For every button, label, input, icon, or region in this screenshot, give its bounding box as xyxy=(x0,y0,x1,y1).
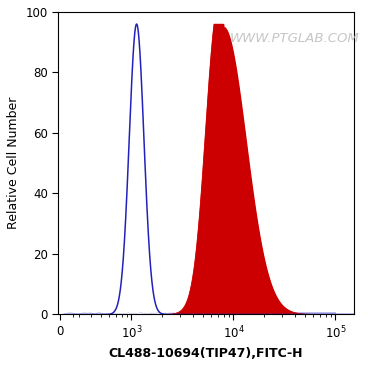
Text: WWW.PTGLAB.COM: WWW.PTGLAB.COM xyxy=(230,32,359,45)
X-axis label: CL488-10694(TIP47),FITC-H: CL488-10694(TIP47),FITC-H xyxy=(109,347,303,360)
Y-axis label: Relative Cell Number: Relative Cell Number xyxy=(7,97,20,229)
